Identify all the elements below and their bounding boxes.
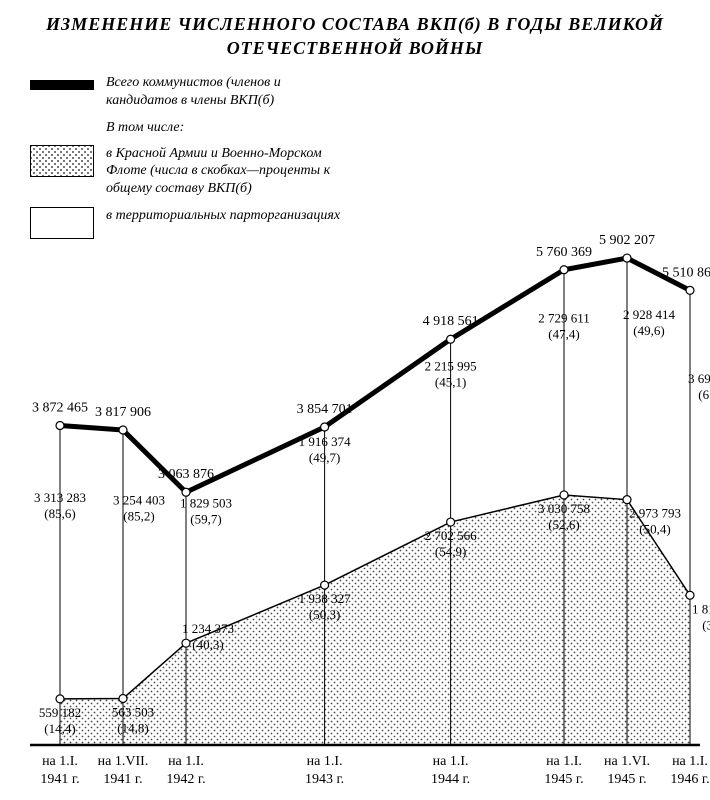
- terr-value-label: 2 928 414: [623, 307, 676, 322]
- x-tick-label-line1: на 1.I.: [307, 754, 343, 769]
- x-tick-label-line2: 1946 г.: [670, 772, 709, 787]
- total-marker: [686, 286, 694, 294]
- total-value-label: 3 854 701: [297, 402, 353, 417]
- x-tick-label-line2: 1945 г.: [607, 772, 646, 787]
- terr-pct-label: (45,1): [435, 375, 466, 390]
- x-tick-label-line2: 1943 г.: [305, 772, 344, 787]
- armed-value-label: 2 973 793: [629, 506, 681, 521]
- chart-svg: 3 872 465 3 817 906 3 063 876 3 854 701 4 91…: [0, 0, 710, 800]
- total-value-label: 3 872 465: [32, 401, 88, 416]
- x-tick-label-line2: 1945 г.: [544, 772, 583, 787]
- terr-value-label: 2 729 611: [538, 310, 590, 325]
- total-marker: [560, 266, 568, 274]
- x-tick-label-line2: 1942 г.: [166, 772, 205, 787]
- terr-pct-label: (85,2): [123, 508, 154, 523]
- armed-marker: [56, 695, 64, 703]
- armed-pct-label: (52,6): [548, 517, 579, 532]
- armed-pct-label: (54,9): [435, 544, 466, 559]
- armed-pct-label: (40,3): [192, 637, 223, 652]
- total-value-label: 5 902 207: [599, 233, 655, 248]
- total-marker: [623, 254, 631, 262]
- total-value-label: 5 760 369: [536, 245, 592, 260]
- total-marker: [119, 426, 127, 434]
- armed-pct-label: (14,4): [44, 721, 75, 736]
- terr-value-label: 3 696 081: [688, 371, 710, 386]
- total-marker: [447, 335, 455, 343]
- terr-value-label: 3 254 403: [113, 492, 165, 507]
- armed-marker: [182, 639, 190, 647]
- armed-pct-label: (14,8): [117, 721, 148, 736]
- armed-value-label: 1 938 327: [299, 591, 352, 606]
- armed-marker: [560, 491, 568, 499]
- armed-pct-label: (50,4): [639, 522, 670, 537]
- x-tick-label-line1: на 1.I.: [42, 754, 78, 769]
- terr-pct-label: (85,6): [44, 506, 75, 521]
- armed-marker: [321, 581, 329, 589]
- armed-value-label: 3 030 758: [538, 501, 590, 516]
- terr-value-label: 3 313 283: [34, 490, 86, 505]
- x-tick-label-line2: 1944 г.: [431, 772, 470, 787]
- armed-pct-label: (50,3): [309, 607, 340, 622]
- terr-pct-label: (47,4): [548, 326, 579, 341]
- armed-marker: [623, 496, 631, 504]
- armed-value-label: 1 814 781: [692, 601, 710, 616]
- armed-pct-label: (32,9): [702, 617, 710, 632]
- terr-pct-label: (49,6): [633, 323, 664, 338]
- armed-area: [60, 495, 690, 745]
- terr-pct-label: (49,7): [309, 450, 340, 465]
- armed-marker: [119, 695, 127, 703]
- total-marker: [321, 423, 329, 431]
- total-value-label: 5 510 862: [662, 265, 710, 280]
- total-line: [60, 258, 690, 492]
- x-tick-label-line1: на 1.I.: [433, 754, 469, 769]
- armed-value-label: 559 182: [39, 705, 81, 720]
- x-tick-label-line2: 1941 г.: [40, 772, 79, 787]
- terr-pct-label: (59,7): [190, 512, 221, 527]
- terr-value-label: 1 829 503: [180, 496, 232, 511]
- total-marker: [56, 422, 64, 430]
- armed-marker: [447, 518, 455, 526]
- total-value-label: 3 063 876: [158, 467, 214, 482]
- armed-marker: [686, 591, 694, 599]
- terr-pct-label: (67,1): [698, 387, 710, 402]
- total-value-label: 4 918 561: [423, 314, 479, 329]
- x-tick-label-line2: 1941 г.: [103, 772, 142, 787]
- chart-page: { "title_line1": "ИЗМЕНЕНИЕ ЧИСЛЕННОГО С…: [0, 0, 710, 800]
- x-tick-label-line1: на 1.I.: [168, 754, 204, 769]
- total-value-label: 3 817 906: [95, 405, 151, 420]
- plot-area: 3 872 465 3 817 906 3 063 876 3 854 701 4 91…: [30, 233, 710, 787]
- x-tick-label-line1: на 1.VII.: [98, 754, 149, 769]
- x-tick-label-line1: на 1.I.: [546, 754, 582, 769]
- armed-value-label: 2 702 566: [425, 528, 478, 543]
- x-tick-label-line1: на 1.I.: [672, 754, 708, 769]
- armed-value-label: 563 503: [112, 705, 154, 720]
- terr-value-label: 1 916 374: [299, 434, 352, 449]
- armed-value-label: 1 234 373: [182, 621, 234, 636]
- x-tick-label-line1: на 1.VI.: [604, 754, 650, 769]
- terr-value-label: 2 215 995: [425, 359, 477, 374]
